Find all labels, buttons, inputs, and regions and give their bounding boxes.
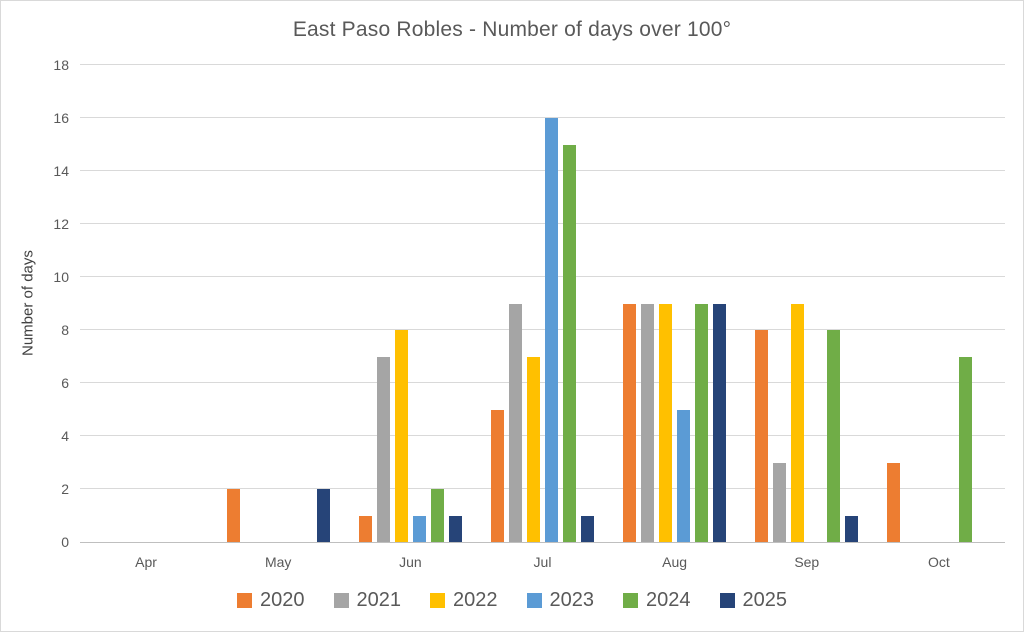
legend-label: 2023 [549, 589, 595, 611]
y-tick-label: 8 [61, 322, 69, 338]
bar-2022-jul [526, 356, 540, 542]
y-tick-label: 16 [53, 110, 69, 126]
x-axis-line [80, 542, 1005, 543]
bar-2023-jun [412, 515, 426, 542]
plot-area: 0 2 4 6 8 10 12 14 16 18 [53, 57, 1005, 550]
bar-2021-sep [773, 462, 787, 542]
bar-2021-jul [508, 303, 522, 542]
gridline [80, 170, 1005, 171]
bar-2024-oct [959, 356, 973, 542]
legend-swatch-icon [526, 593, 542, 608]
bar-2022-sep [791, 303, 805, 542]
bar-2021-aug [641, 303, 655, 542]
bar-group-apr [80, 65, 212, 542]
bar-group-aug [609, 65, 741, 542]
legend-swatch-icon [333, 593, 349, 608]
legend-entry-2025: 2025 [719, 589, 788, 612]
y-tick-label: 12 [53, 216, 69, 232]
bar-2025-may [316, 489, 330, 542]
bar-group-may [212, 65, 344, 542]
bar-2020-oct [887, 462, 901, 542]
bar-2025-sep [845, 515, 859, 542]
chart-title: East Paso Robles - Number of days over 1… [292, 18, 732, 41]
legend-swatch-icon [623, 593, 638, 608]
x-tick-label-aug: Aug [662, 554, 688, 570]
gridline [80, 488, 1005, 489]
legend-swatch-icon [430, 593, 445, 608]
bar-2025-aug [713, 303, 727, 542]
y-axis-title: Number of days [19, 250, 37, 357]
legend-entry-2020: 2020 [237, 589, 305, 612]
gridline [80, 223, 1005, 224]
y-tick-label: 2 [61, 481, 69, 497]
y-tick-label: 14 [53, 163, 69, 179]
bar-2020-aug [623, 303, 637, 542]
bar-group-jul [476, 65, 608, 542]
bar-2020-may [226, 489, 240, 542]
bar-group-sep [741, 65, 873, 542]
gridline [80, 435, 1005, 436]
bar-2024-jul [562, 144, 576, 542]
bar-2020-jun [358, 515, 372, 542]
y-tick-label: 10 [53, 269, 69, 285]
y-tick-label: 18 [53, 57, 69, 73]
gridline [80, 329, 1005, 330]
legend-swatch-icon [237, 593, 252, 608]
legend-swatch-icon [719, 593, 735, 608]
bar-2024-sep [827, 330, 841, 542]
bar-group-jun [344, 65, 476, 542]
x-tick-label-apr: Apr [135, 554, 157, 570]
legend-label: 2020 [260, 589, 305, 611]
bar-2025-jul [580, 515, 594, 542]
bar-2024-jun [430, 489, 444, 542]
legend: 2020 2021 2022 2023 2024 2025 [1, 589, 1023, 612]
bar-2020-jul [490, 409, 504, 542]
x-tick-label-jun: Jun [399, 554, 422, 570]
x-tick-label-may: May [264, 554, 292, 570]
legend-label: 2022 [453, 589, 498, 611]
bar-2020-sep [755, 330, 769, 542]
bar-2023-jul [544, 118, 558, 542]
legend-label: 2024 [646, 589, 691, 611]
y-tick-label: 0 [61, 534, 69, 550]
legend-entry-2023: 2023 [526, 589, 595, 612]
gridline [80, 64, 1005, 65]
bar-2024-aug [695, 303, 709, 542]
gridline [80, 117, 1005, 118]
x-tick-label-oct: Oct [928, 554, 950, 570]
bar-2023-aug [677, 409, 691, 542]
legend-label: 2021 [356, 589, 402, 611]
legend-entry-2021: 2021 [333, 589, 402, 612]
legend-entry-2022: 2022 [430, 589, 498, 612]
bar-group-oct [873, 65, 1005, 542]
bar-2021-jun [376, 356, 390, 542]
y-tick-label: 4 [61, 428, 69, 444]
bar-2025-jun [448, 515, 462, 542]
legend-entry-2024: 2024 [623, 589, 691, 612]
legend-label: 2025 [742, 589, 788, 611]
gridline [80, 382, 1005, 383]
bar-2022-jun [394, 330, 408, 542]
y-tick-label: 6 [61, 375, 69, 391]
bar-2022-aug [659, 303, 673, 542]
gridline [80, 276, 1005, 277]
x-tick-label-jul: Jul [533, 554, 552, 570]
x-tick-label-sep: Sep [794, 554, 820, 570]
